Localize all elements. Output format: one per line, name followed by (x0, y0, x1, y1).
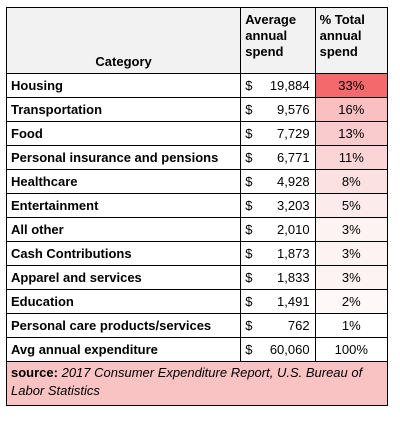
table-row: Cash Contributions $1,873 3% (5, 241, 389, 266)
table-row: Apparel and services $1,833 3% (5, 265, 389, 290)
table-row: Housing $19,884 33% (5, 73, 389, 98)
row-amount: 6,771 (258, 145, 316, 170)
row-amount: 60,060 (258, 337, 316, 362)
table-row: Entertainment $3,203 5% (5, 193, 389, 218)
source-label: source: (11, 365, 58, 380)
row-currency: $ (240, 193, 259, 218)
row-amount: 9,576 (258, 97, 316, 122)
row-percent: 8% (314, 169, 389, 194)
table-row: Avg annual expenditure $60,060 100% (5, 337, 389, 362)
row-percent: 33% (314, 73, 389, 98)
row-percent: 16% (314, 97, 389, 122)
row-currency: $ (240, 265, 259, 290)
row-category: Food (5, 121, 242, 146)
table-row: Personal care products/services $762 1% (5, 313, 389, 338)
table-row: Healthcare $4,928 8% (5, 169, 389, 194)
row-amount: 19,884 (258, 73, 316, 98)
row-amount: 762 (258, 313, 316, 338)
table-row: All other $2,010 3% (5, 217, 389, 242)
row-percent: 5% (314, 193, 389, 218)
row-currency: $ (240, 169, 259, 194)
row-percent: 13% (314, 121, 389, 146)
row-percent: 3% (314, 217, 389, 242)
row-category: All other (5, 217, 242, 242)
row-category: Cash Contributions (5, 241, 242, 266)
row-currency: $ (240, 337, 259, 362)
row-amount: 3,203 (258, 193, 316, 218)
header-category: Category (5, 7, 242, 74)
row-percent: 1% (314, 313, 389, 338)
table-row: Transportation $9,576 16% (5, 97, 389, 122)
expenditure-table: Category Average annual spend % Total an… (5, 7, 389, 406)
row-currency: $ (240, 145, 259, 170)
row-category: Apparel and services (5, 265, 242, 290)
row-currency: $ (240, 121, 259, 146)
row-percent: 2% (314, 289, 389, 314)
row-amount: 1,491 (258, 289, 316, 314)
header-row: Category Average annual spend % Total an… (5, 7, 389, 74)
row-percent: 100% (314, 337, 389, 362)
row-category: Avg annual expenditure (5, 337, 242, 362)
source-row: source: 2017 Consumer Expenditure Report… (6, 361, 388, 406)
row-currency: $ (240, 241, 259, 266)
table-row: Personal insurance and pensions $6,771 11% (5, 145, 389, 170)
table-row: Food $7,729 13% (5, 121, 389, 146)
row-percent: 3% (314, 241, 389, 266)
row-percent: 3% (314, 265, 389, 290)
row-category: Personal insurance and pensions (5, 145, 242, 170)
table-body: Category Average annual spend % Total an… (5, 7, 389, 406)
row-currency: $ (240, 289, 259, 314)
source-note: source: 2017 Consumer Expenditure Report… (6, 361, 388, 406)
row-category: Housing (5, 73, 242, 98)
row-amount: 7,729 (258, 121, 316, 146)
row-category: Healthcare (5, 169, 242, 194)
row-category: Education (5, 289, 242, 314)
row-category: Personal care products/services (5, 313, 242, 338)
row-currency: $ (240, 313, 259, 338)
row-amount: 1,833 (258, 265, 316, 290)
row-category: Entertainment (5, 193, 242, 218)
row-amount: 2,010 (258, 217, 316, 242)
header-percent-spend: % Total annual spend (314, 7, 389, 74)
row-amount: 1,873 (258, 241, 316, 266)
row-percent: 11% (314, 145, 389, 170)
table-row: Education $1,491 2% (5, 289, 389, 314)
row-currency: $ (240, 97, 259, 122)
row-currency: $ (240, 217, 259, 242)
row-currency: $ (240, 73, 259, 98)
row-category: Transportation (5, 97, 242, 122)
source-text: 2017 Consumer Expenditure Report, U.S. B… (11, 365, 363, 398)
header-average-spend: Average annual spend (240, 7, 316, 74)
row-amount: 4,928 (258, 169, 316, 194)
